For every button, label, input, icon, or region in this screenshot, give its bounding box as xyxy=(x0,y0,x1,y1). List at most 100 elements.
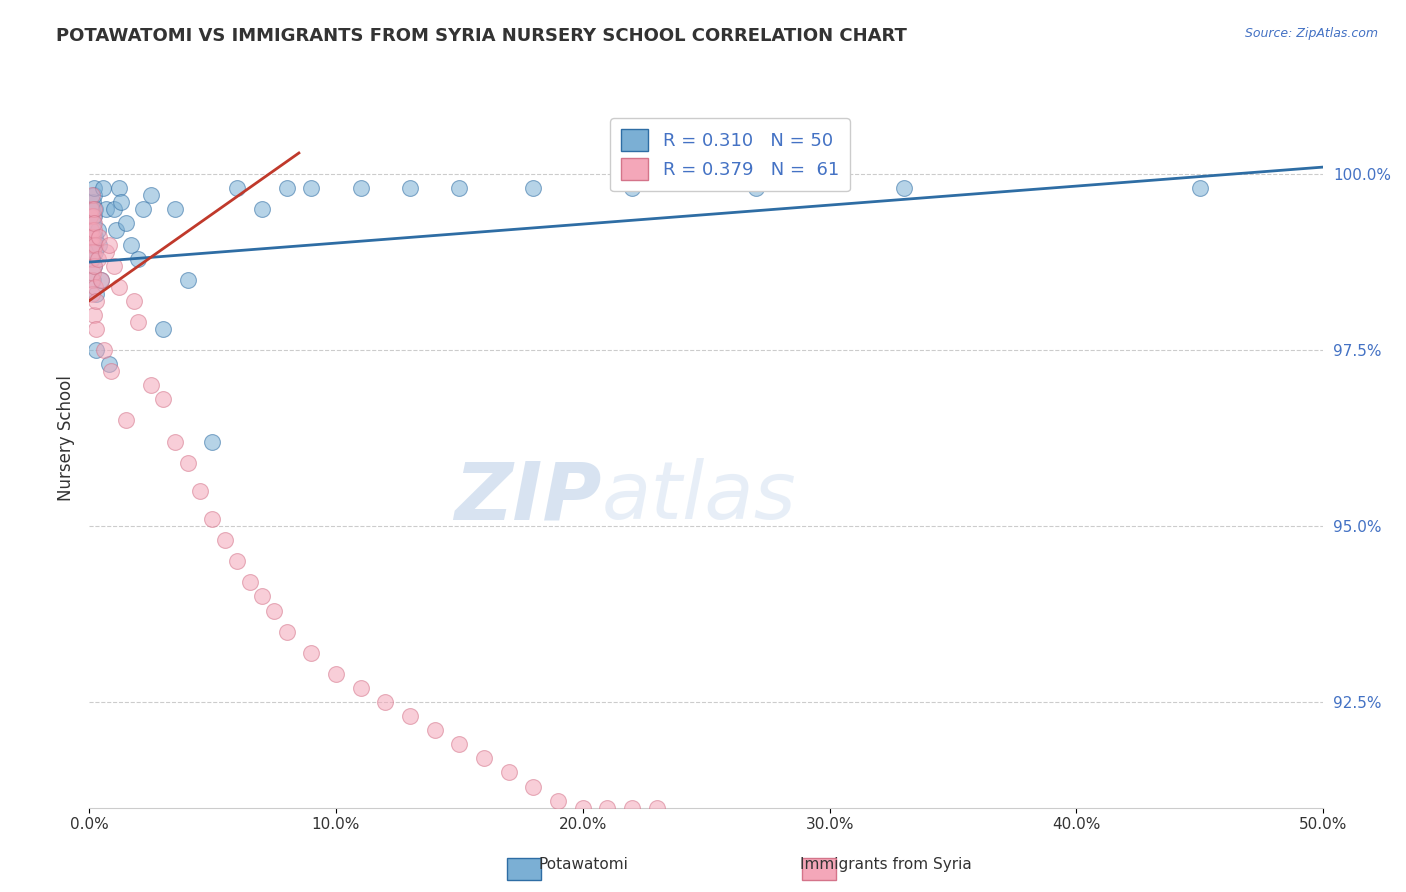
Point xyxy=(82,195,104,210)
Point xyxy=(84,286,107,301)
Point xyxy=(120,237,142,252)
Point xyxy=(83,202,105,217)
Point xyxy=(621,800,644,814)
Y-axis label: Nursery School: Nursery School xyxy=(58,376,75,501)
Point xyxy=(83,259,105,273)
Text: Source: ZipAtlas.com: Source: ZipAtlas.com xyxy=(1244,27,1378,40)
Text: ZIP: ZIP xyxy=(454,458,602,536)
Point xyxy=(87,237,110,252)
Point xyxy=(115,216,138,230)
Point xyxy=(84,202,107,217)
Point xyxy=(79,210,101,224)
Point xyxy=(93,343,115,357)
Point xyxy=(299,181,322,195)
Point xyxy=(80,252,103,266)
Point xyxy=(522,780,544,794)
Point xyxy=(152,392,174,407)
Point xyxy=(250,202,273,217)
Point xyxy=(87,230,110,244)
Point xyxy=(399,709,422,723)
Point xyxy=(82,210,104,224)
Point xyxy=(522,181,544,195)
Point xyxy=(97,357,120,371)
Point xyxy=(80,202,103,217)
Point xyxy=(299,646,322,660)
Point xyxy=(399,181,422,195)
Point xyxy=(83,188,105,202)
Point xyxy=(214,533,236,548)
Text: POTAWATOMI VS IMMIGRANTS FROM SYRIA NURSERY SCHOOL CORRELATION CHART: POTAWATOMI VS IMMIGRANTS FROM SYRIA NURS… xyxy=(56,27,907,45)
Point xyxy=(621,181,644,195)
Point xyxy=(177,456,200,470)
Point xyxy=(498,765,520,780)
Point xyxy=(83,308,105,322)
Point xyxy=(91,181,114,195)
Point xyxy=(325,667,347,681)
Point xyxy=(83,216,105,230)
Point xyxy=(84,230,107,244)
Point xyxy=(165,434,187,449)
Point xyxy=(250,590,273,604)
Point xyxy=(83,210,105,224)
Point xyxy=(83,279,105,293)
Point xyxy=(80,202,103,217)
Point xyxy=(82,216,104,230)
Text: atlas: atlas xyxy=(602,458,796,536)
Point xyxy=(105,223,128,237)
Point xyxy=(103,202,125,217)
Text: Immigrants from Syria: Immigrants from Syria xyxy=(800,857,972,872)
Point xyxy=(547,794,569,808)
Point xyxy=(100,364,122,378)
Point xyxy=(80,273,103,287)
Point xyxy=(82,230,104,244)
Point xyxy=(127,315,149,329)
Point xyxy=(596,800,619,814)
Point xyxy=(83,223,105,237)
Point xyxy=(472,751,495,765)
Point xyxy=(83,181,105,195)
Point xyxy=(374,695,396,709)
Point xyxy=(86,322,108,336)
Point xyxy=(226,181,249,195)
Point xyxy=(82,286,104,301)
Point xyxy=(1188,181,1211,195)
Point xyxy=(90,273,112,287)
Point xyxy=(80,223,103,237)
Text: Potawatomi: Potawatomi xyxy=(538,857,628,872)
Point xyxy=(110,195,132,210)
Point xyxy=(82,244,104,259)
Bar xyxy=(801,858,837,880)
Legend: R = 0.310   N = 50, R = 0.379   N =  61: R = 0.310 N = 50, R = 0.379 N = 61 xyxy=(610,119,849,191)
Point xyxy=(90,273,112,287)
Point xyxy=(84,293,107,308)
Point xyxy=(82,237,104,252)
Point xyxy=(645,800,668,814)
Point xyxy=(139,378,162,392)
Point xyxy=(82,252,104,266)
Point xyxy=(201,434,224,449)
Point xyxy=(423,723,446,738)
Point xyxy=(80,237,103,252)
Point xyxy=(127,252,149,266)
Point xyxy=(744,181,766,195)
Point xyxy=(122,293,145,308)
Point xyxy=(96,202,118,217)
Point xyxy=(449,181,471,195)
Point xyxy=(86,343,108,357)
Point xyxy=(165,202,187,217)
Point xyxy=(84,237,107,252)
Point xyxy=(83,259,105,273)
Point xyxy=(263,603,285,617)
Point xyxy=(80,230,103,244)
Point xyxy=(201,512,224,526)
Point xyxy=(79,230,101,244)
Point xyxy=(571,800,593,814)
Point xyxy=(107,279,129,293)
Point xyxy=(115,413,138,427)
Point xyxy=(132,202,155,217)
Point xyxy=(238,575,260,590)
Point xyxy=(86,252,108,266)
Point xyxy=(349,681,371,695)
Point xyxy=(893,181,915,195)
Point xyxy=(349,181,371,195)
